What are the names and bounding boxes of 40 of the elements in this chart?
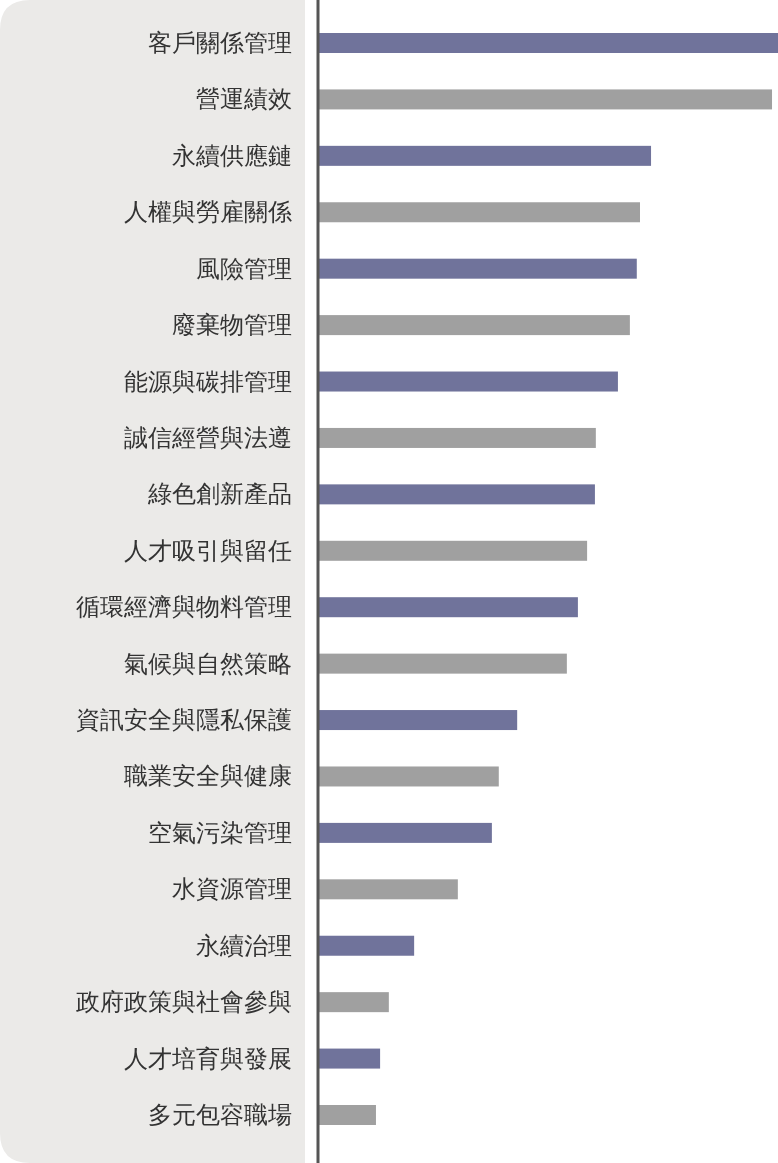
y-tick-label: 多元包容職場 [148,1101,292,1129]
bar [318,597,578,618]
bar [318,653,567,674]
y-tick-label: 誠信經營與法遵 [124,423,292,452]
y-tick-label: 人權與勞雇關係 [124,198,292,227]
y-tick-label: 人才吸引與留任 [124,536,292,565]
y-tick-label: 客戶關係管理 [148,29,292,57]
y-tick-label: 綠色創新產品 [147,480,292,509]
bar [318,1105,376,1125]
y-tick-label: 資訊安全與隱私保護 [76,706,292,735]
y-tick-label: 廢棄物管理 [172,311,292,340]
bar [318,89,773,110]
bar [318,371,618,392]
y-tick-label: 職業安全與健康 [124,762,292,791]
bar [318,427,596,448]
y-tick-label: 人才培育與發展 [124,1044,292,1073]
bar [318,822,492,843]
y-tick-label: 永續治理 [196,931,292,960]
bar [318,315,630,336]
bar [318,992,389,1013]
bar [318,1048,381,1069]
bar [318,710,518,731]
bar [318,935,415,956]
y-tick-label: 政府政策與社會參與 [76,988,292,1017]
y-tick-label: 永續供應鏈 [172,141,292,170]
bar [318,484,595,505]
y-tick-label: 水資源管理 [172,875,292,904]
y-tick-label: 能源與碳排管理 [124,367,292,396]
bar [318,33,778,53]
y-tick-label: 空氣污染管理 [148,818,292,847]
y-tick-label: 營運績效 [196,85,292,114]
bar [318,766,499,787]
y-tick-label: 氣候與自然策略 [124,649,292,678]
bar [318,202,640,223]
bar [318,540,588,561]
y-tick-label: 循環經濟與物料管理 [76,593,292,622]
bar [318,258,637,279]
bar [318,879,458,900]
y-tick-label: 風險管理 [196,254,292,283]
bar [318,145,652,166]
